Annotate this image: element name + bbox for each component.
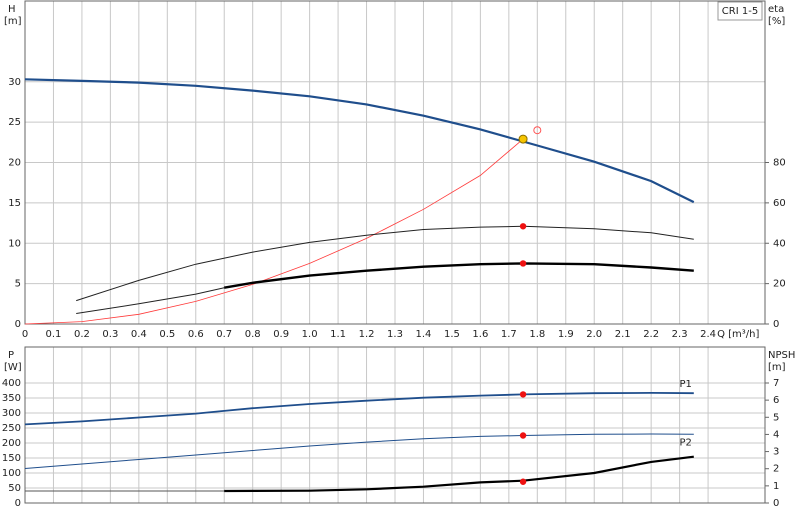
- plot-frame: [24, 346, 766, 504]
- curve: [24, 138, 524, 325]
- x-axis-label: Q [m³/h]: [717, 329, 759, 340]
- x-tick-label: 0.5: [159, 329, 175, 340]
- y-tick-label: 30: [8, 77, 21, 88]
- x-tick-label: 0.4: [131, 329, 147, 340]
- y2-tick-label: 2: [773, 464, 779, 475]
- y-tick-label: 0: [15, 498, 21, 509]
- y-tick-label: 250: [2, 423, 21, 434]
- y-axis-label: H: [8, 4, 16, 15]
- y2-tick-label: 7: [773, 378, 779, 389]
- x-tick-label: 1.3: [387, 329, 403, 340]
- plot-frame: [24, 0, 766, 325]
- point-marker: [519, 478, 527, 485]
- y2-tick-label: 0: [773, 319, 779, 330]
- y-axis-unit: [W]: [4, 362, 22, 373]
- y-tick-label: 350: [2, 393, 21, 404]
- y2-tick-label: 20: [773, 279, 786, 290]
- x-tick-label: 1.2: [359, 329, 375, 340]
- y-axis-unit: [m]: [4, 16, 22, 27]
- y-tick-label: 25: [8, 117, 21, 128]
- y2-tick-label: 0: [773, 498, 779, 509]
- y-tick-label: 50: [8, 483, 21, 494]
- y2-tick-label: 5: [773, 412, 779, 423]
- y2-tick-label: 40: [773, 238, 786, 249]
- x-tick-label: 0.9: [273, 329, 289, 340]
- x-tick-label: 1.4: [416, 329, 432, 340]
- legend-text: CRI 1-5: [722, 6, 758, 17]
- x-tick-label: 1.7: [501, 329, 517, 340]
- y2-tick-label: 4: [773, 429, 779, 440]
- x-tick-label: 1.5: [444, 329, 460, 340]
- x-tick-label: 2.2: [643, 329, 659, 340]
- x-tick-label: 1.8: [529, 329, 545, 340]
- y2-tick-label: 1: [773, 481, 779, 492]
- x-tick-label: 2.0: [586, 329, 602, 340]
- y-tick-label: 150: [2, 453, 21, 464]
- x-tick-label: 1.0: [302, 329, 318, 340]
- curve: [223, 262, 694, 289]
- x-tick-label: 0.7: [216, 329, 232, 340]
- y-tick-label: 10: [8, 238, 21, 249]
- y-tick-label: 0: [15, 319, 21, 330]
- x-tick-label: 1.9: [558, 329, 574, 340]
- y2-axis-unit: [m]: [768, 362, 786, 373]
- y-tick-label: 300: [2, 408, 21, 419]
- y2-tick-label: 80: [773, 158, 786, 169]
- point-marker: [519, 260, 527, 267]
- point-marker: [519, 223, 527, 230]
- y2-tick-label: 3: [773, 447, 779, 458]
- x-tick-label: 2.3: [672, 329, 688, 340]
- curve: [24, 391, 694, 426]
- curve: [24, 433, 694, 469]
- x-tick-label: 1.6: [472, 329, 488, 340]
- y-tick-label: 5: [15, 279, 21, 290]
- x-tick-label: 2.4: [700, 329, 716, 340]
- legend-box: [717, 1, 763, 21]
- x-tick-label: 0.1: [46, 329, 62, 340]
- curve: [224, 455, 694, 493]
- point-marker: [518, 134, 528, 144]
- curve: [24, 78, 695, 204]
- y2-tick-label: 60: [773, 198, 786, 209]
- point-marker: [533, 126, 542, 135]
- curve: [76, 225, 694, 302]
- y2-axis-label: NPSH: [768, 350, 795, 361]
- y-tick-label: 200: [2, 438, 21, 449]
- point-marker: [519, 391, 527, 398]
- y-axis-label: P: [8, 350, 14, 361]
- x-tick-label: 1.1: [330, 329, 346, 340]
- x-tick-label: 0.8: [245, 329, 261, 340]
- y-tick-label: 400: [2, 378, 21, 389]
- point-marker: [519, 432, 527, 439]
- x-tick-label: 0: [22, 329, 28, 340]
- x-tick-label: 0.6: [188, 329, 204, 340]
- series-label: P2: [679, 437, 691, 448]
- y-tick-label: 100: [2, 468, 21, 479]
- y2-axis-unit: [%]: [768, 16, 785, 27]
- x-tick-label: 0.2: [74, 329, 90, 340]
- x-tick-label: 2.1: [615, 329, 631, 340]
- series-label: P1: [679, 379, 691, 390]
- y-tick-label: 15: [8, 198, 21, 209]
- x-tick-label: 0.3: [102, 329, 118, 340]
- y-tick-label: 20: [8, 158, 21, 169]
- y2-axis-label: eta: [768, 4, 784, 15]
- curve: [76, 287, 225, 314]
- y2-tick-label: 6: [773, 395, 779, 406]
